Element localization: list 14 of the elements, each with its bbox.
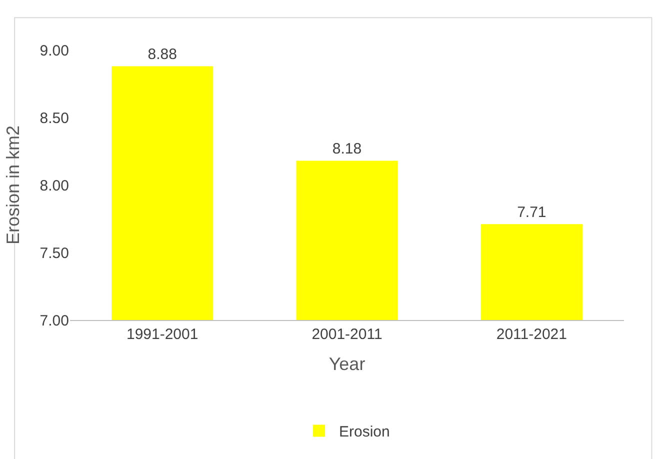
y-tick-label: 7.00 (40, 312, 69, 330)
y-tick-label: 8.00 (40, 177, 69, 194)
x-tick-label: 2011-2021 (496, 326, 567, 343)
y-tick-label: 9.00 (40, 42, 69, 60)
x-tick-label: 2001-2011 (312, 326, 382, 343)
y-tick-label: 7.50 (40, 244, 69, 262)
data-label: 7.71 (517, 204, 546, 222)
data-label: 8.18 (332, 140, 362, 158)
legend-label: Erosion (339, 424, 390, 441)
x-axis-title: Year (328, 354, 366, 374)
data-label: 8.88 (148, 46, 177, 64)
y-tick-label: 8.50 (40, 110, 69, 127)
y-axis-title: Erosion in km2 (2, 125, 23, 245)
x-tick-label: 1991-2001 (126, 326, 198, 343)
